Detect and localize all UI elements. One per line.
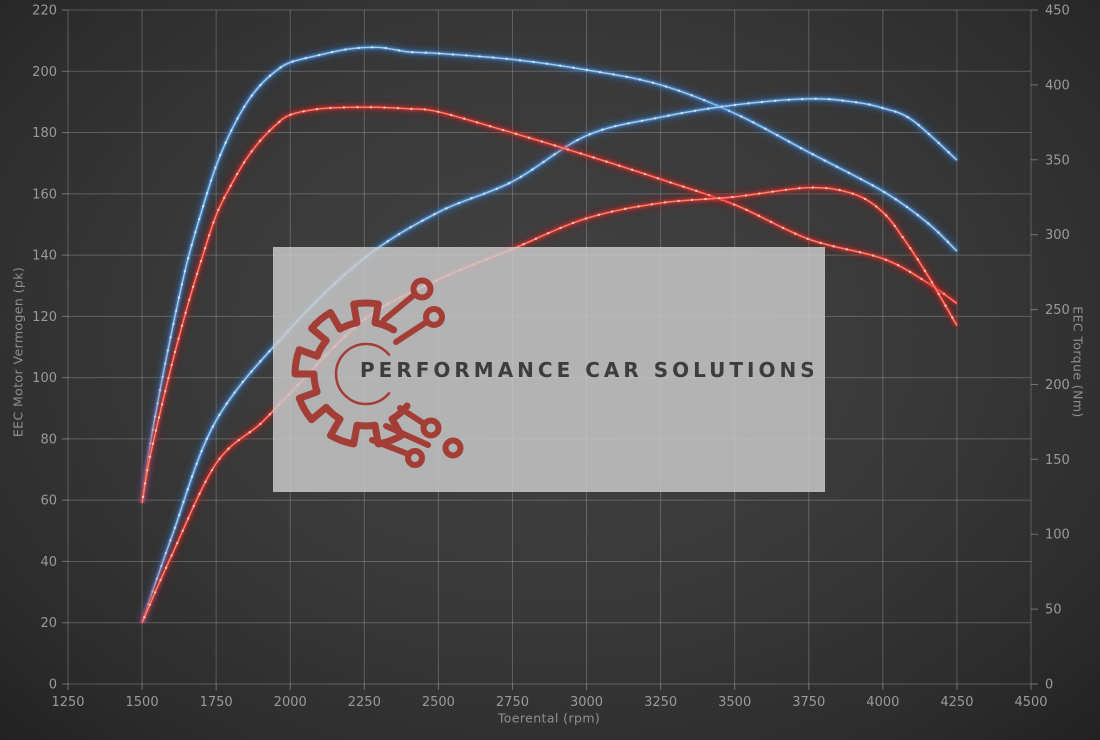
svg-text:350: 350 <box>1045 153 1070 168</box>
x-axis-title: Toerental (rpm) <box>497 710 601 726</box>
svg-text:1250: 1250 <box>51 695 84 710</box>
svg-text:40: 40 <box>40 555 57 570</box>
svg-text:2750: 2750 <box>496 695 529 710</box>
svg-text:220: 220 <box>32 4 57 19</box>
curve-torque-red <box>137 102 960 504</box>
curve-power-red <box>137 182 962 625</box>
svg-text:0: 0 <box>1045 678 1053 693</box>
svg-text:3000: 3000 <box>570 695 603 710</box>
right-axis-title: EEC Torque (Nm) <box>1070 306 1086 418</box>
svg-text:250: 250 <box>1045 303 1070 318</box>
svg-text:160: 160 <box>32 187 57 202</box>
svg-text:180: 180 <box>32 126 57 141</box>
svg-text:80: 80 <box>40 432 57 447</box>
svg-text:100: 100 <box>32 371 57 386</box>
svg-text:3250: 3250 <box>644 695 677 710</box>
svg-text:450: 450 <box>1045 4 1070 19</box>
svg-text:400: 400 <box>1045 78 1070 93</box>
watermark-text: PERFORMANCE CAR SOLUTIONS <box>360 357 819 382</box>
axis-tick-labels: 1250 1500 1750 2000 2250 2500 2750 3000 3250 3500… <box>32 4 1070 711</box>
curve-power-blue <box>137 93 961 625</box>
svg-text:0: 0 <box>49 678 57 693</box>
svg-text:4500: 4500 <box>1014 695 1047 710</box>
svg-text:200: 200 <box>1045 378 1070 393</box>
svg-text:150: 150 <box>1045 453 1070 468</box>
svg-text:140: 140 <box>32 249 57 264</box>
svg-text:200: 200 <box>32 65 57 80</box>
svg-text:300: 300 <box>1045 228 1070 243</box>
svg-text:1500: 1500 <box>126 695 159 710</box>
dyno-curves <box>137 42 962 625</box>
gear-circuit-logo-icon <box>291 277 464 468</box>
svg-text:2500: 2500 <box>422 695 455 710</box>
left-axis-title: EEC Motor Vermogen (pk) <box>10 266 26 438</box>
svg-text:4250: 4250 <box>940 695 973 710</box>
svg-text:3500: 3500 <box>718 695 751 710</box>
svg-text:100: 100 <box>1045 528 1070 543</box>
svg-text:1750: 1750 <box>200 695 233 710</box>
svg-text:4000: 4000 <box>866 695 899 710</box>
svg-text:20: 20 <box>40 616 57 631</box>
curve-torque-blue <box>137 42 961 504</box>
svg-text:2000: 2000 <box>274 695 307 710</box>
watermark-panel: PERFORMANCE CAR SOLUTIONS <box>273 247 825 492</box>
svg-text:50: 50 <box>1045 603 1062 618</box>
svg-text:3750: 3750 <box>792 695 825 710</box>
svg-text:2250: 2250 <box>348 695 381 710</box>
svg-text:120: 120 <box>32 310 57 325</box>
svg-text:60: 60 <box>40 494 57 509</box>
